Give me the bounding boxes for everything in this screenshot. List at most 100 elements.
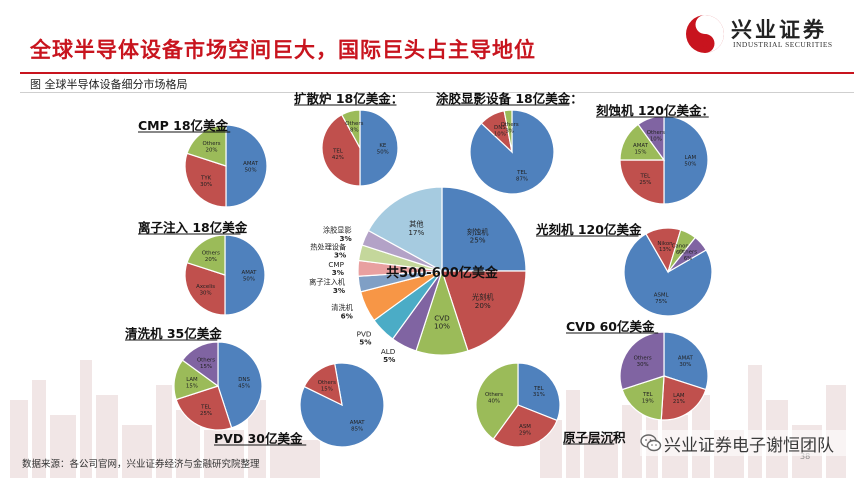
slice-percent: 50% bbox=[684, 161, 696, 167]
slice-percent: 10% bbox=[434, 322, 450, 331]
pie-slice bbox=[303, 362, 343, 407]
pie-slice bbox=[475, 362, 519, 440]
chart-title: 涂胶显影设备 18亿美金： bbox=[436, 91, 583, 106]
slice-percent: 8% bbox=[350, 127, 359, 133]
slice-percent: 25% bbox=[639, 180, 651, 186]
slice-label: Others bbox=[679, 250, 697, 256]
slice-label: TYK bbox=[200, 175, 212, 181]
pie-slice bbox=[492, 404, 558, 448]
pie-slice bbox=[181, 341, 219, 388]
slice-label: Others bbox=[318, 380, 336, 386]
figure-caption: 图 全球半导体设备细分市场格局 bbox=[30, 78, 188, 91]
slice-label: DNS bbox=[238, 377, 250, 383]
data-source-note: 数据来源：各公司官网，兴业证券经济与金融研究院整理 bbox=[22, 459, 260, 470]
pie-slice bbox=[621, 375, 665, 421]
chart-title: CMP 18亿美金 bbox=[138, 118, 229, 133]
slice-label: LAM bbox=[673, 393, 685, 399]
slice-label: AMAT bbox=[678, 355, 694, 361]
slice-label: KE bbox=[379, 143, 387, 149]
slice-label: 热处理设备 bbox=[310, 242, 346, 251]
slice-label: AMAT bbox=[350, 420, 366, 426]
pie-slice bbox=[186, 234, 226, 276]
chart-title: CVD 60亿美金 bbox=[566, 319, 655, 334]
chart-title: 扩散炉 18亿美金： bbox=[294, 91, 403, 106]
slice-percent: 25% bbox=[200, 411, 212, 417]
slice-label: 刻蚀机 bbox=[467, 227, 489, 236]
slice-percent: 13% bbox=[659, 247, 671, 253]
pie-slice bbox=[663, 331, 709, 391]
slice-label: DNS bbox=[494, 125, 506, 131]
slice-label: 涂胶显影 bbox=[323, 226, 352, 235]
pie-slice bbox=[441, 186, 527, 272]
slice-label: Others bbox=[501, 122, 519, 128]
slice-percent: 15% bbox=[200, 364, 212, 370]
chart-title: 原子层沉积 bbox=[563, 430, 626, 445]
logo-mark-icon bbox=[686, 15, 724, 53]
slice-label: ALD bbox=[381, 347, 396, 356]
pie-slice bbox=[217, 341, 263, 429]
slice-percent: 31% bbox=[533, 392, 545, 398]
slice-label: AMAT bbox=[242, 270, 258, 276]
slice-percent: 85% bbox=[351, 427, 363, 433]
slice-percent: 10% bbox=[650, 136, 662, 142]
pie-slice bbox=[225, 124, 268, 208]
slice-label: Others bbox=[647, 130, 665, 136]
slice-percent: 25% bbox=[470, 236, 486, 245]
slice-percent: 42% bbox=[332, 155, 344, 161]
slice-percent: 15% bbox=[186, 383, 198, 389]
slice-label: Others bbox=[202, 141, 220, 147]
logo-text-en: INDUSTRIAL SECURITIES bbox=[733, 40, 833, 49]
slice-label: TEL bbox=[200, 405, 211, 411]
page-title: 全球半导体设备市场空间巨大，国际巨头占主导地位 bbox=[30, 38, 536, 62]
pie-slice bbox=[186, 124, 227, 167]
slice-percent: 21% bbox=[673, 399, 685, 405]
slice-percent: 3% bbox=[332, 268, 344, 277]
slice-percent: 30% bbox=[200, 291, 212, 297]
pie-slice bbox=[184, 261, 226, 316]
slice-percent: 50% bbox=[243, 276, 255, 282]
pie-slice bbox=[619, 159, 665, 205]
slice-percent: 30% bbox=[200, 182, 212, 188]
slice-percent: 3% bbox=[505, 128, 514, 134]
chart-title: 清洗机 35亿美金 bbox=[125, 326, 222, 341]
slice-label: TEL bbox=[639, 174, 650, 180]
slice-label: Axcelis bbox=[196, 284, 215, 290]
title-divider bbox=[20, 72, 854, 74]
slice-percent: 45% bbox=[238, 383, 250, 389]
pie-slice bbox=[340, 109, 361, 149]
chart-title: 离子注入 18亿美金 bbox=[138, 220, 248, 235]
slice-percent: 50% bbox=[245, 167, 257, 173]
chart-title: 刻蚀机 120亿美金： bbox=[596, 103, 714, 118]
slice-percent: 6% bbox=[341, 311, 353, 320]
logo-text-cn: 兴业证券 bbox=[731, 18, 827, 42]
wechat-watermark: 兴业证券电子谢恒团队 bbox=[640, 430, 860, 456]
pie-slice bbox=[503, 109, 513, 153]
chart-title: 共500-600亿美金 bbox=[386, 265, 499, 281]
slice-percent: 20% bbox=[475, 301, 491, 310]
slice-percent: 3% bbox=[333, 286, 345, 295]
slice-label: Others bbox=[197, 357, 215, 363]
slice-percent: 15% bbox=[634, 149, 646, 155]
pie-slice bbox=[359, 109, 399, 187]
slice-label: CVD bbox=[434, 313, 450, 322]
slice-label: 其他 bbox=[409, 220, 423, 229]
slice-percent: 75% bbox=[655, 299, 667, 305]
slice-label: Others bbox=[202, 251, 220, 257]
slice-label: TEL bbox=[642, 392, 653, 398]
watermark-text: 兴业证券电子谢恒团队 bbox=[664, 436, 834, 456]
slice-percent: 6% bbox=[684, 256, 693, 262]
slice-percent: 5% bbox=[359, 338, 371, 347]
slice-percent: 30% bbox=[679, 362, 691, 368]
pie-slice bbox=[321, 113, 361, 187]
pie-chart-0: 刻蚀机25%光刻机20%CVD10%ALD5%PVD5%清洗机6%离子注入机3%… bbox=[309, 186, 527, 364]
slice-label: ASM bbox=[519, 424, 531, 430]
wechat-icon bbox=[640, 434, 662, 452]
chart-title: PVD 30亿美金 bbox=[214, 431, 303, 446]
slice-label: AMAT bbox=[243, 161, 259, 167]
slice-label: Nikon bbox=[657, 241, 672, 247]
